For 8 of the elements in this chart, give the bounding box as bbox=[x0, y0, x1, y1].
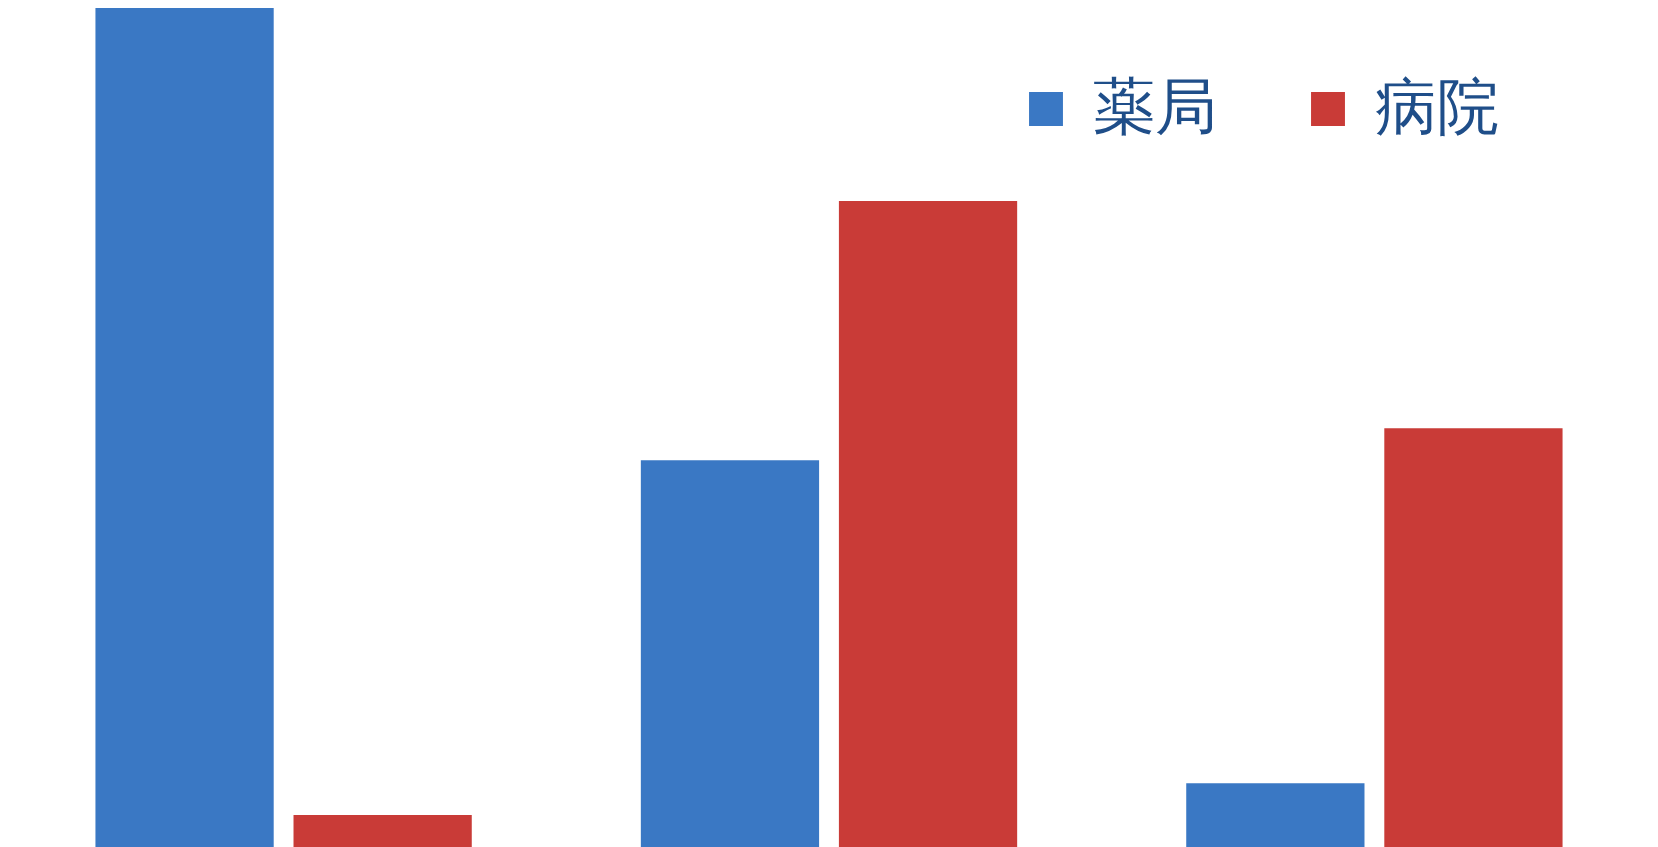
bar bbox=[95, 8, 274, 847]
bar bbox=[1384, 428, 1563, 847]
bar bbox=[1186, 783, 1365, 847]
legend-label: 病院 bbox=[1375, 70, 1499, 143]
legend-label: 薬局 bbox=[1093, 70, 1217, 143]
bar bbox=[838, 200, 1018, 847]
bar bbox=[293, 815, 472, 847]
bar bbox=[640, 460, 820, 847]
